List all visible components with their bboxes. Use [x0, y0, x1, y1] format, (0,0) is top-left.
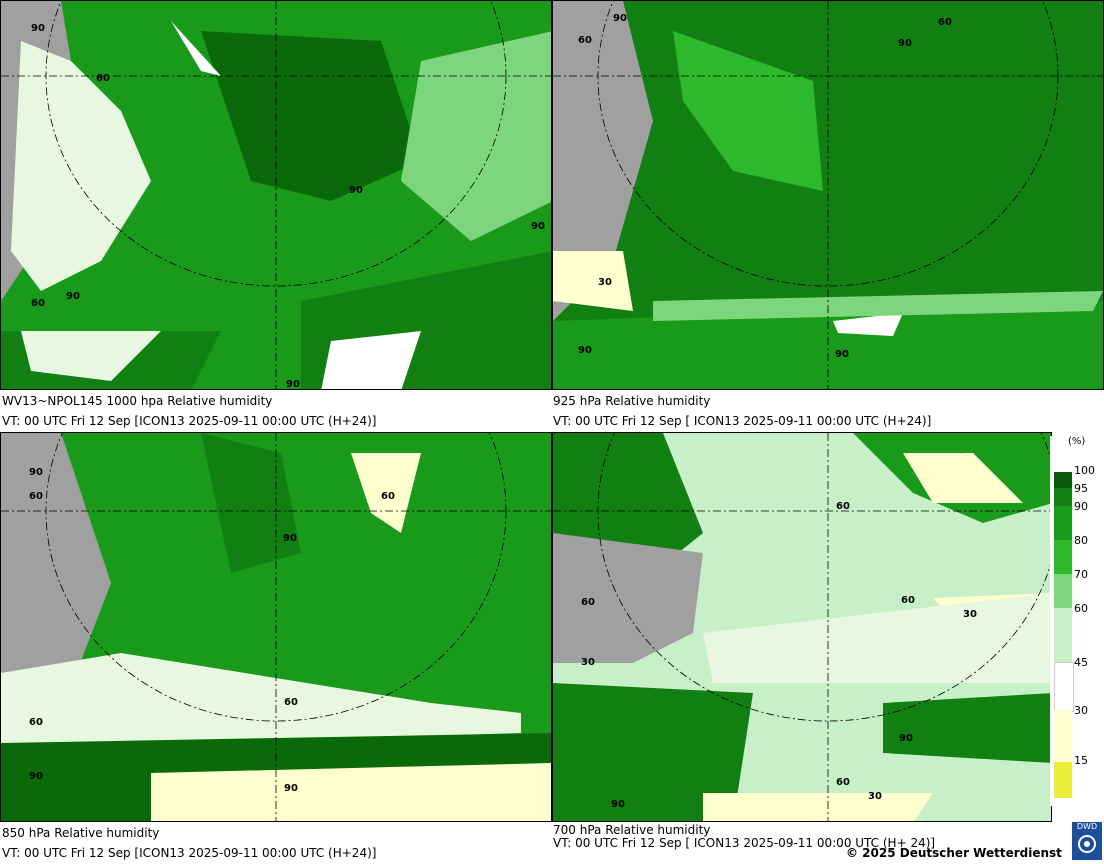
- contour-label: 30: [598, 277, 612, 288]
- caption-1000hpa-validtime: VT: 00 UTC Fri 12 Sep [ICON13 2025-09-11…: [2, 414, 377, 428]
- legend-tick: 45: [1074, 656, 1088, 669]
- legend-swatch: [1054, 506, 1072, 540]
- humidity-map-700hpa: 60 30 60 30 60 90 60 30 90: [553, 433, 1051, 821]
- contour-label: 90: [349, 185, 363, 196]
- legend-swatch: [1054, 662, 1074, 712]
- map-panel-850hpa: 90 60 90 60 60 60 90 90: [0, 432, 552, 822]
- legend-swatch: [1054, 488, 1072, 506]
- copyright-notice: © 2025 Deutscher Wetterdienst: [846, 846, 1062, 860]
- legend-tick: 30: [1074, 704, 1088, 717]
- humidity-map-925hpa: 90 60 90 60 30 90 90: [553, 1, 1103, 389]
- caption-850hpa-title: 850 hPa Relative humidity: [2, 826, 160, 840]
- legend-unit: (%): [1068, 436, 1086, 447]
- legend-swatch: [1054, 574, 1072, 608]
- contour-label: 90: [531, 221, 545, 232]
- map-panel-1000hpa: 90 60 90 90 60 90 90: [0, 0, 552, 390]
- contour-label: 30: [581, 657, 595, 668]
- humidity-map-1000hpa: 90 60 90 90 60 90 90: [1, 1, 551, 390]
- contour-label: 60: [938, 17, 952, 28]
- contour-label: 90: [283, 533, 297, 544]
- legend-swatch: [1054, 710, 1072, 762]
- caption-700hpa-validtime: VT: 00 UTC Fri 12 Sep [ ICON13 2025-09-1…: [553, 836, 936, 850]
- contour-label: 90: [835, 349, 849, 360]
- map-panel-925hpa: 90 60 90 60 30 90 90: [552, 0, 1104, 390]
- legend-swatch: [1054, 762, 1072, 798]
- contour-label: 60: [581, 597, 595, 608]
- legend-tick: 100: [1074, 464, 1095, 477]
- humidity-map-850hpa: 90 60 90 60 60 60 90 90: [1, 433, 551, 821]
- legend-tick: 15: [1074, 754, 1088, 767]
- contour-label: 60: [29, 491, 43, 502]
- contour-label: 60: [578, 35, 592, 46]
- legend-tick: 95: [1074, 482, 1088, 495]
- contour-label: 60: [381, 491, 395, 502]
- contour-label: 90: [31, 23, 45, 34]
- legend-tick: 70: [1074, 568, 1088, 581]
- contour-label: 60: [29, 717, 43, 728]
- contour-label: 90: [66, 291, 80, 302]
- contour-label: 60: [836, 501, 850, 512]
- caption-925hpa-title: 925 hPa Relative humidity: [553, 394, 711, 408]
- swirl-icon: [1078, 835, 1096, 853]
- contour-label: 90: [284, 783, 298, 794]
- contour-label: 90: [611, 799, 625, 810]
- legend-tick: 80: [1074, 534, 1088, 547]
- legend-tick: 60: [1074, 602, 1088, 615]
- legend-swatch: [1054, 540, 1072, 574]
- dwd-logo: DWD: [1072, 822, 1102, 860]
- contour-label: 60: [284, 697, 298, 708]
- contour-label: 30: [868, 791, 882, 802]
- contour-label: 90: [898, 38, 912, 49]
- contour-label: 90: [286, 379, 300, 390]
- legend-tick: 90: [1074, 500, 1088, 513]
- caption-1000hpa-title: WV13~NPOL145 1000 hpa Relative humidity: [2, 394, 273, 408]
- contour-label: 30: [963, 609, 977, 620]
- map-panel-700hpa: 60 30 60 30 60 90 60 30 90: [552, 432, 1052, 822]
- contour-label: 90: [29, 467, 43, 478]
- dwd-logo-text: DWD: [1076, 822, 1098, 831]
- contour-label: 90: [29, 771, 43, 782]
- legend-swatch: [1054, 608, 1072, 662]
- caption-850hpa-validtime: VT: 00 UTC Fri 12 Sep [ICON13 2025-09-11…: [2, 846, 377, 860]
- caption-925hpa-validtime: VT: 00 UTC Fri 12 Sep [ ICON13 2025-09-1…: [553, 414, 932, 428]
- humidity-legend: (%) 100 95 90 80 70 60 45 30 15: [1050, 436, 1102, 806]
- contour-label: 60: [901, 595, 915, 606]
- contour-label: 60: [836, 777, 850, 788]
- contour-label: 60: [96, 73, 110, 84]
- contour-label: 90: [899, 733, 913, 744]
- contour-label: 90: [613, 13, 627, 24]
- caption-700hpa-title: 700 hPa Relative humidity: [553, 823, 711, 837]
- contour-label: 60: [31, 298, 45, 309]
- legend-swatch: [1054, 472, 1072, 488]
- contour-label: 90: [578, 345, 592, 356]
